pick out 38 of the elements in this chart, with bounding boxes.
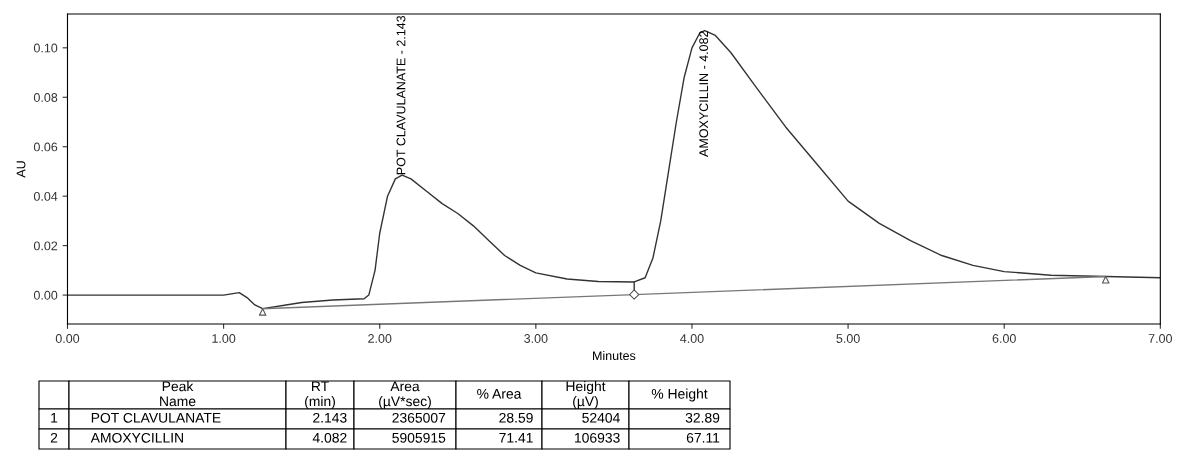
y-axis-title: AU	[16, 161, 26, 178]
y-tick-label: 0.10	[33, 43, 58, 53]
annotation: AMOXYCILLIN - 4.082	[699, 31, 709, 157]
text: 52404	[582, 412, 620, 423]
text: 5905915	[392, 432, 446, 443]
text: AMOXYCILLIN	[90, 432, 183, 443]
text: POT CLAVULANATE	[91, 412, 221, 423]
text: Height (µV)	[566, 381, 606, 409]
x-tick-label: 4.00	[680, 334, 704, 343]
text: 1	[51, 413, 58, 423]
annotation: POT CLAVULANATE - 2.143	[396, 15, 406, 175]
x-tick-label: 7.00	[1148, 334, 1172, 343]
text: % Area	[477, 388, 522, 399]
text: Peak Name	[160, 381, 196, 407]
text: Area (µV*sec)	[379, 381, 431, 409]
x-tick-label: 6.00	[992, 334, 1016, 343]
x-axis-title: Minutes	[593, 350, 636, 361]
text: 2	[50, 432, 58, 443]
text: 71.41	[499, 433, 533, 443]
text: 2.143	[313, 412, 347, 423]
y-tick-label: 0.08	[33, 93, 58, 102]
y-tick-label: 0.04	[33, 191, 58, 201]
x-tick-label: 3.00	[524, 334, 548, 343]
x-tick-label: 1.00	[212, 334, 236, 343]
text: 28.59	[499, 412, 533, 423]
x-tick-label: 2.00	[368, 334, 392, 343]
y-tick-label: 0.00	[33, 290, 58, 300]
x-tick-label: 5.00	[836, 334, 860, 343]
y-tick-label: 0.06	[33, 142, 58, 152]
text: 106933	[575, 432, 620, 443]
y-tick-label: 0.02	[33, 241, 58, 251]
text: RT (min)	[305, 381, 335, 409]
text: 67.11	[686, 432, 720, 443]
x-tick-label: 0.00	[55, 334, 80, 343]
text: 2365007	[392, 412, 446, 423]
text: 32.89	[685, 412, 720, 423]
text: % Height	[651, 388, 708, 402]
text: 4.082	[312, 432, 347, 443]
